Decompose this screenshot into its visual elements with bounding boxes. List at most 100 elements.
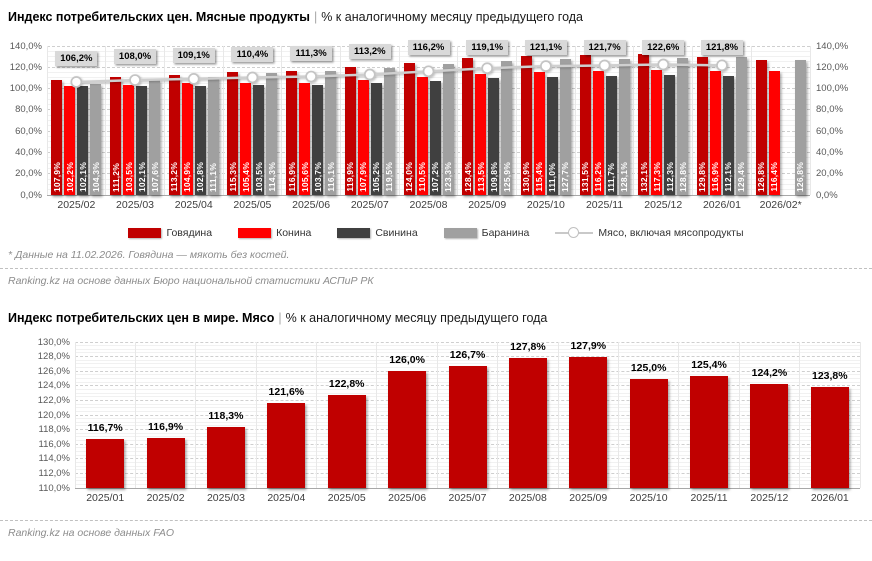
category-separator	[859, 342, 861, 488]
y-axis-tick-label: 80,0%	[15, 104, 42, 116]
trend-line	[76, 63, 722, 84]
bar-meat-world	[569, 357, 608, 488]
bar-value-label: 116,7%	[87, 422, 123, 435]
chart1-title-main: Индекс потребительских цен. Мясные проду…	[8, 10, 310, 24]
y-axis-tick-label: 120,0%	[37, 409, 70, 421]
bar-beef: 126,8%	[755, 60, 767, 195]
x-axis-label: 2025/08	[409, 199, 448, 211]
category-separator	[74, 342, 76, 488]
bar-horse-meat: 102,2%	[64, 86, 76, 195]
bar-horse-meat: 105,6%	[299, 82, 311, 195]
bar-horse-meat: 103,5%	[123, 84, 135, 195]
grid-line	[47, 120, 810, 121]
bar-beef: 132,1%	[638, 54, 650, 195]
line-marker	[657, 58, 670, 71]
x-axis-label: 2025/02	[146, 492, 185, 504]
y-axis-tick-label: 120,0%	[9, 61, 42, 73]
x-axis-label: 2026/02*	[759, 199, 802, 211]
bar-pork: 112,3%	[664, 75, 676, 195]
grid-line	[47, 93, 810, 95]
category-separator	[738, 342, 740, 488]
bar-mutton: 126,8%	[794, 60, 806, 195]
x-axis-label: 2025/04	[267, 492, 306, 504]
bar-value-label: 118,3%	[208, 410, 244, 423]
grid-line	[47, 146, 810, 148]
x-axis-label: 2025/04	[174, 199, 213, 211]
x-axis-label: 2025/01	[86, 492, 125, 504]
category-separator	[633, 46, 635, 195]
line-value-label: 121,7%	[583, 40, 626, 55]
y-axis-tick-label: 60,0%	[15, 125, 42, 137]
bar-mutton: 129,4%	[735, 57, 747, 195]
bar-pork: 112,1%	[722, 75, 734, 195]
grid-line	[47, 157, 810, 159]
legend-item-pork: Свинина	[337, 227, 418, 239]
bar-beef: 130,9%	[520, 55, 532, 195]
bar-pork: 103,7%	[312, 84, 324, 195]
bar-beef: 128,4%	[462, 58, 474, 195]
chart2-source: Ranking.kz на основе данных FAO	[8, 527, 175, 539]
legend-label: Мясо, включая мясопродукты	[598, 227, 744, 239]
grid-line	[75, 352, 860, 354]
bar-meat-world	[508, 358, 547, 488]
bar-mutton: 107,6%	[149, 80, 161, 195]
y-axis-tick-label: 100,0%	[9, 83, 42, 95]
line-value-label: 110,4%	[231, 46, 274, 62]
chart1-title-subtitle: % к аналогичному месяцу предыдущего года	[321, 10, 583, 24]
cpi-meat-products-chart: 107,9% 102,2% 102,1% 104,3% 111,2% 103,5% 102,…	[0, 29, 872, 217]
category-separator	[163, 46, 165, 195]
y-axis-tick-label: 100,0%	[816, 83, 849, 95]
y-axis-tick-label: 110,0%	[38, 482, 70, 494]
x-axis-label: 2026/01	[702, 199, 741, 211]
line-marker	[305, 70, 317, 83]
bar-mutton: 128,1%	[618, 58, 630, 195]
grid-line	[47, 173, 810, 175]
y-axis-tick-label: 124,0%	[37, 380, 70, 392]
meat-trend-line-layer	[70, 58, 728, 88]
bar-beef: 131,5%	[579, 55, 591, 195]
grid-line	[47, 167, 810, 169]
grid-line	[47, 162, 810, 164]
bar-mutton: 116,1%	[325, 71, 337, 195]
line-marker	[70, 76, 83, 88]
y-axis-tick-label: 140,0%	[816, 40, 849, 52]
grid-line	[47, 189, 810, 191]
line-marker	[129, 74, 141, 86]
grid-line	[75, 341, 860, 343]
line-marker	[422, 65, 435, 78]
chart1-footnote: * Данные на 11.02.2026. Говядина — мякот…	[8, 249, 290, 261]
y-axis-tick-label: 80,0%	[816, 104, 843, 116]
category-separator	[376, 342, 378, 488]
y-axis-tick-label: 0,0%	[816, 189, 838, 201]
bar-horse-meat: 105,4%	[240, 82, 252, 195]
line-value-label: 122,6%	[642, 40, 685, 55]
bar-meat-world	[750, 384, 789, 488]
bar-meat-world	[629, 378, 668, 488]
chart2-title-separator: |	[278, 311, 282, 325]
y-axis-tick-label: 40,0%	[15, 146, 42, 158]
grid-line	[47, 125, 810, 127]
category-separator	[436, 342, 438, 488]
bar-value-label: 124,2%	[751, 367, 788, 380]
bar-mutton: 128,8%	[677, 57, 689, 195]
grid-line	[47, 114, 810, 116]
cpi-meat-infographic: Индекс потребительских цен. Мясные проду…	[0, 10, 872, 539]
bar-meat-world	[327, 394, 366, 488]
category-separator	[809, 46, 811, 195]
category-separator	[255, 342, 257, 488]
x-axis-label: 2025/06	[292, 199, 331, 211]
line-marker	[598, 59, 611, 72]
bar-value-label: 127,8%	[510, 341, 546, 354]
grid-line	[47, 109, 810, 111]
legend-label: Говядина	[166, 227, 213, 239]
bar-beef: 115,3%	[227, 72, 239, 195]
bar-meat-world	[388, 371, 427, 488]
cpi-meat-world-chart: 116,7% 116,9% 118,3% 121,6% 122,8% 126,0% 126,…	[0, 332, 872, 504]
bar-horse-meat: 117,3%	[651, 70, 663, 195]
bar-value-label: 125,0%	[630, 361, 667, 374]
bar-meat-world	[448, 366, 487, 488]
bar-horse-meat: 107,9%	[357, 80, 369, 195]
category-separator	[195, 342, 197, 488]
line-value-label: 109,1%	[172, 47, 215, 63]
bar-horse-meat: 104,9%	[181, 83, 193, 195]
